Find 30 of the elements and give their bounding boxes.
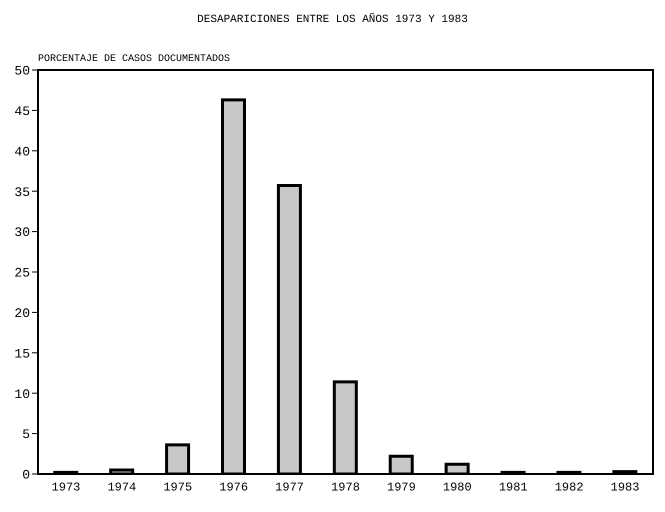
y-tick-label: 0	[22, 468, 30, 483]
y-tick-label: 50	[14, 64, 30, 79]
x-tick-label: 1976	[219, 480, 248, 495]
x-tick-label: 1975	[163, 480, 192, 495]
x-tick-label: 1974	[107, 480, 136, 495]
y-tick-label: 15	[14, 346, 30, 362]
bar	[276, 184, 302, 474]
x-tick-label: 1973	[52, 480, 80, 495]
x-tick-label: 1980	[442, 480, 472, 495]
x-tick-label: 1978	[331, 480, 360, 495]
bar	[221, 98, 246, 474]
y-tick-label: 25	[14, 266, 30, 281]
x-tick-label: 1979	[387, 480, 416, 495]
x-tick-label: 1983	[610, 480, 640, 495]
bar	[388, 454, 414, 474]
bar	[165, 443, 190, 474]
y-tick-label: 40	[14, 144, 30, 160]
chart-title: DESAPARICIONES ENTRE LOS AÑOS 1973 Y 1983	[196, 14, 469, 26]
y-tick-label: 30	[14, 225, 30, 240]
bar	[444, 462, 470, 474]
bar	[332, 380, 358, 474]
x-tick-label: 1982	[554, 480, 584, 495]
y-axis-title: PORCENTAJE DE CASOS DOCUMENTADOS	[38, 54, 230, 65]
x-tick-label: 1977	[275, 480, 304, 495]
y-tick-label: 5	[22, 427, 30, 442]
y-tick-label: 45	[14, 104, 30, 120]
y-tick-label: 10	[14, 386, 30, 402]
x-tick-label: 1981	[498, 480, 528, 495]
y-tick-label: 20	[14, 306, 30, 322]
y-tick-label: 35	[14, 184, 30, 200]
